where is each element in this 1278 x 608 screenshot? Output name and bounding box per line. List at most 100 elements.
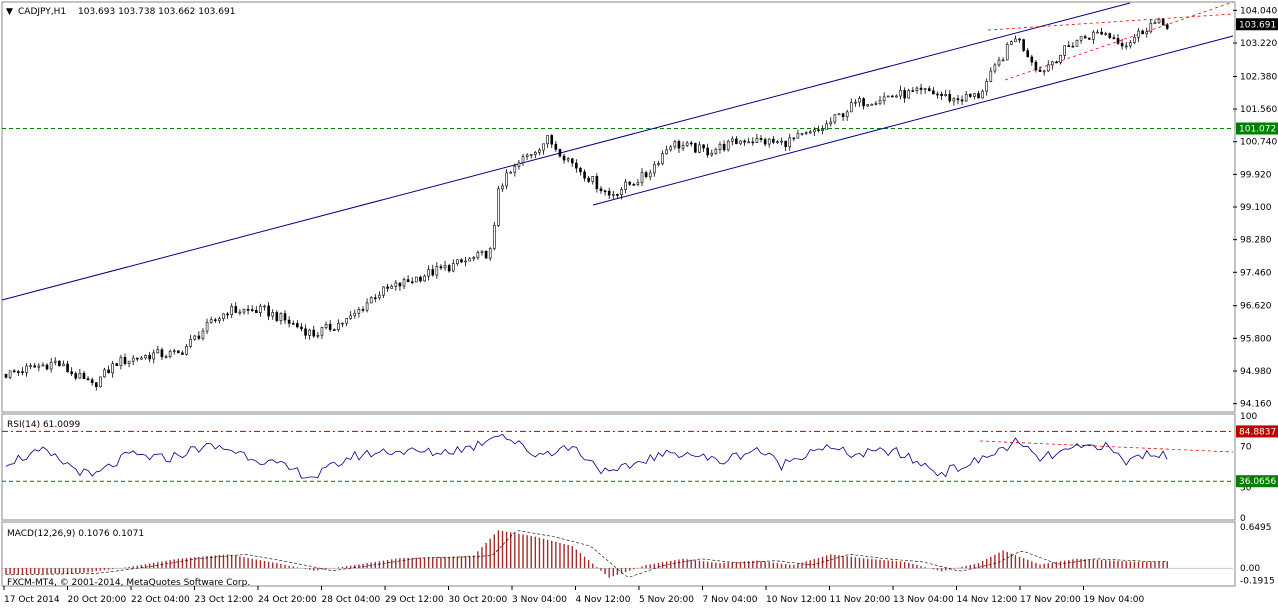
time-tick-label: 14 Nov 12:00 (957, 595, 1018, 605)
candle-body (394, 282, 398, 287)
candle-body (513, 165, 517, 173)
candle-body (501, 185, 504, 190)
candle-body (1030, 56, 1034, 63)
candle-body (197, 335, 201, 339)
lower-channel-line[interactable] (592, 35, 1234, 206)
rsi-tick-label: 30 (1240, 483, 1252, 493)
candle-body (747, 141, 751, 144)
candle-body (1071, 45, 1075, 48)
candle-body (620, 189, 623, 195)
candle-body (538, 149, 541, 153)
candle-body (1055, 61, 1058, 64)
rsi-wedge-line[interactable] (979, 440, 1234, 453)
macd-tick-label: -0.1915 (1240, 576, 1275, 586)
candle-body (927, 88, 931, 91)
candle-body (497, 188, 500, 226)
time-tick-label: 5 Nov 20:00 (639, 595, 694, 605)
candle-body (1026, 50, 1030, 58)
candle-body (825, 123, 828, 130)
upper-channel-line[interactable] (1, 2, 1131, 301)
candle-body (829, 121, 833, 125)
candle-body (123, 356, 127, 364)
candle-body (213, 319, 217, 322)
candle-body (160, 349, 164, 358)
candle-body (1133, 37, 1136, 43)
candle-body (181, 352, 184, 355)
candle-body (353, 312, 357, 317)
rsi-tick-label: 100 (1240, 412, 1257, 422)
candle-body (985, 81, 988, 92)
time-tick-label: 30 Oct 20:00 (449, 595, 508, 605)
candle-body (1034, 61, 1038, 71)
candle-body (386, 286, 389, 289)
symbol-label: CADJPY,H1 (18, 7, 66, 17)
candle-body (591, 176, 595, 182)
candle-body (144, 355, 147, 359)
candle-body (694, 143, 697, 153)
candle-body (337, 323, 340, 330)
price-tick-label: 103.220 (1240, 39, 1277, 49)
candle-body (164, 356, 168, 358)
candle-body (981, 90, 984, 99)
candle-body (546, 135, 549, 145)
candle-body (41, 364, 45, 367)
time-tick-label: 7 Nov 04:00 (703, 595, 758, 605)
candle-body (964, 94, 968, 102)
candle-body (755, 137, 759, 144)
candle-body (8, 370, 12, 378)
candle-body (796, 133, 800, 139)
price-tick-label: 102.380 (1240, 72, 1277, 82)
candle-body (427, 269, 430, 277)
candle-body (283, 313, 287, 321)
candle-body (710, 152, 714, 156)
candle-body (575, 162, 578, 169)
candle-body (287, 319, 291, 324)
candle-body (739, 140, 742, 145)
candle-body (936, 93, 939, 96)
candle-body (242, 309, 246, 313)
candle-body (804, 132, 808, 134)
candle-body (378, 294, 381, 299)
candle-body (1051, 61, 1054, 66)
candle-body (1165, 24, 1169, 29)
candle-body (1063, 45, 1066, 56)
candle-body (886, 95, 890, 98)
candle-body (566, 158, 570, 161)
time-tick-label: 11 Nov 20:00 (830, 595, 891, 605)
candle-body (238, 311, 242, 314)
candle-body (903, 89, 906, 99)
main-panel-frame (1, 1, 1236, 413)
wedge-upper-line[interactable] (987, 13, 1234, 31)
candle-body (1137, 30, 1140, 38)
candle-body (234, 306, 238, 313)
candle-body (550, 135, 554, 145)
candle-body (222, 313, 225, 319)
price-tick-label: 97.460 (1240, 268, 1272, 278)
price-tick-label: 101.560 (1240, 105, 1277, 115)
candle-body (919, 87, 923, 90)
candle-body (632, 184, 636, 186)
candle-body (406, 279, 410, 283)
candle-body (611, 194, 615, 196)
rsi-panel-frame (1, 413, 1236, 521)
candle-body (624, 181, 627, 190)
candle-body (891, 95, 894, 98)
collapse-arrow-icon[interactable]: ▼ (6, 7, 13, 17)
candle-body (772, 138, 775, 143)
candle-body (451, 263, 455, 272)
candle-body (152, 352, 156, 360)
candle-body (915, 87, 919, 91)
candle-body (529, 154, 533, 156)
macd-axis-ticks: 0.6495 0.00 -0.1915 (1240, 523, 1275, 586)
copyright-text: FXCM-MT4, © 2001-2014, MetaQuotes Softwa… (7, 578, 250, 588)
candle-body (579, 167, 582, 173)
candle-body (1059, 54, 1062, 63)
candle-body (25, 365, 28, 373)
price-tick-label: 95.800 (1240, 334, 1272, 344)
candle-body (1042, 70, 1046, 73)
candle-body (230, 306, 233, 316)
candle-body (443, 265, 447, 269)
candle-body (1124, 45, 1128, 48)
candle-body (923, 88, 927, 90)
